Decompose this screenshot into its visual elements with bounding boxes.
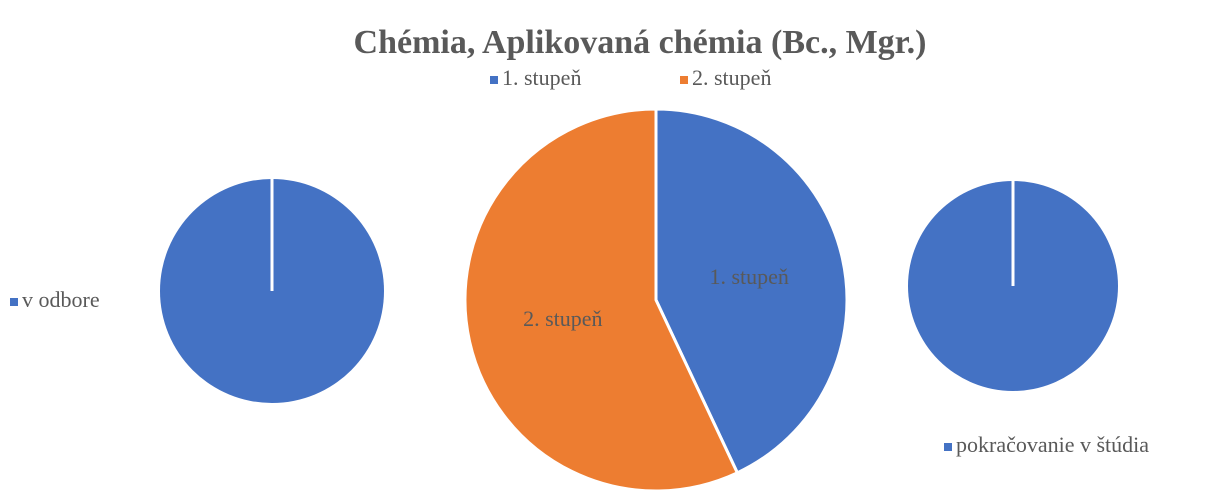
- pie-slice: [654, 107, 849, 475]
- legend-label: pokračovanie v štúdia: [956, 432, 1149, 457]
- legend-swatch: [944, 443, 952, 451]
- chart-title: Chémia, Aplikovaná chémia (Bc., Mgr.): [354, 24, 927, 61]
- legend-label: 1. stupeň: [502, 65, 581, 90]
- legend-label: v odbore: [22, 287, 100, 312]
- legend-swatch: [10, 298, 18, 306]
- legend-label: 2. stupeň: [692, 65, 771, 90]
- data-label: 1. stupeň: [709, 264, 788, 289]
- data-label: 2. stupeň: [523, 306, 602, 331]
- legend-swatch: [680, 76, 688, 84]
- pie-slice: [463, 107, 739, 493]
- legend-swatch: [490, 76, 498, 84]
